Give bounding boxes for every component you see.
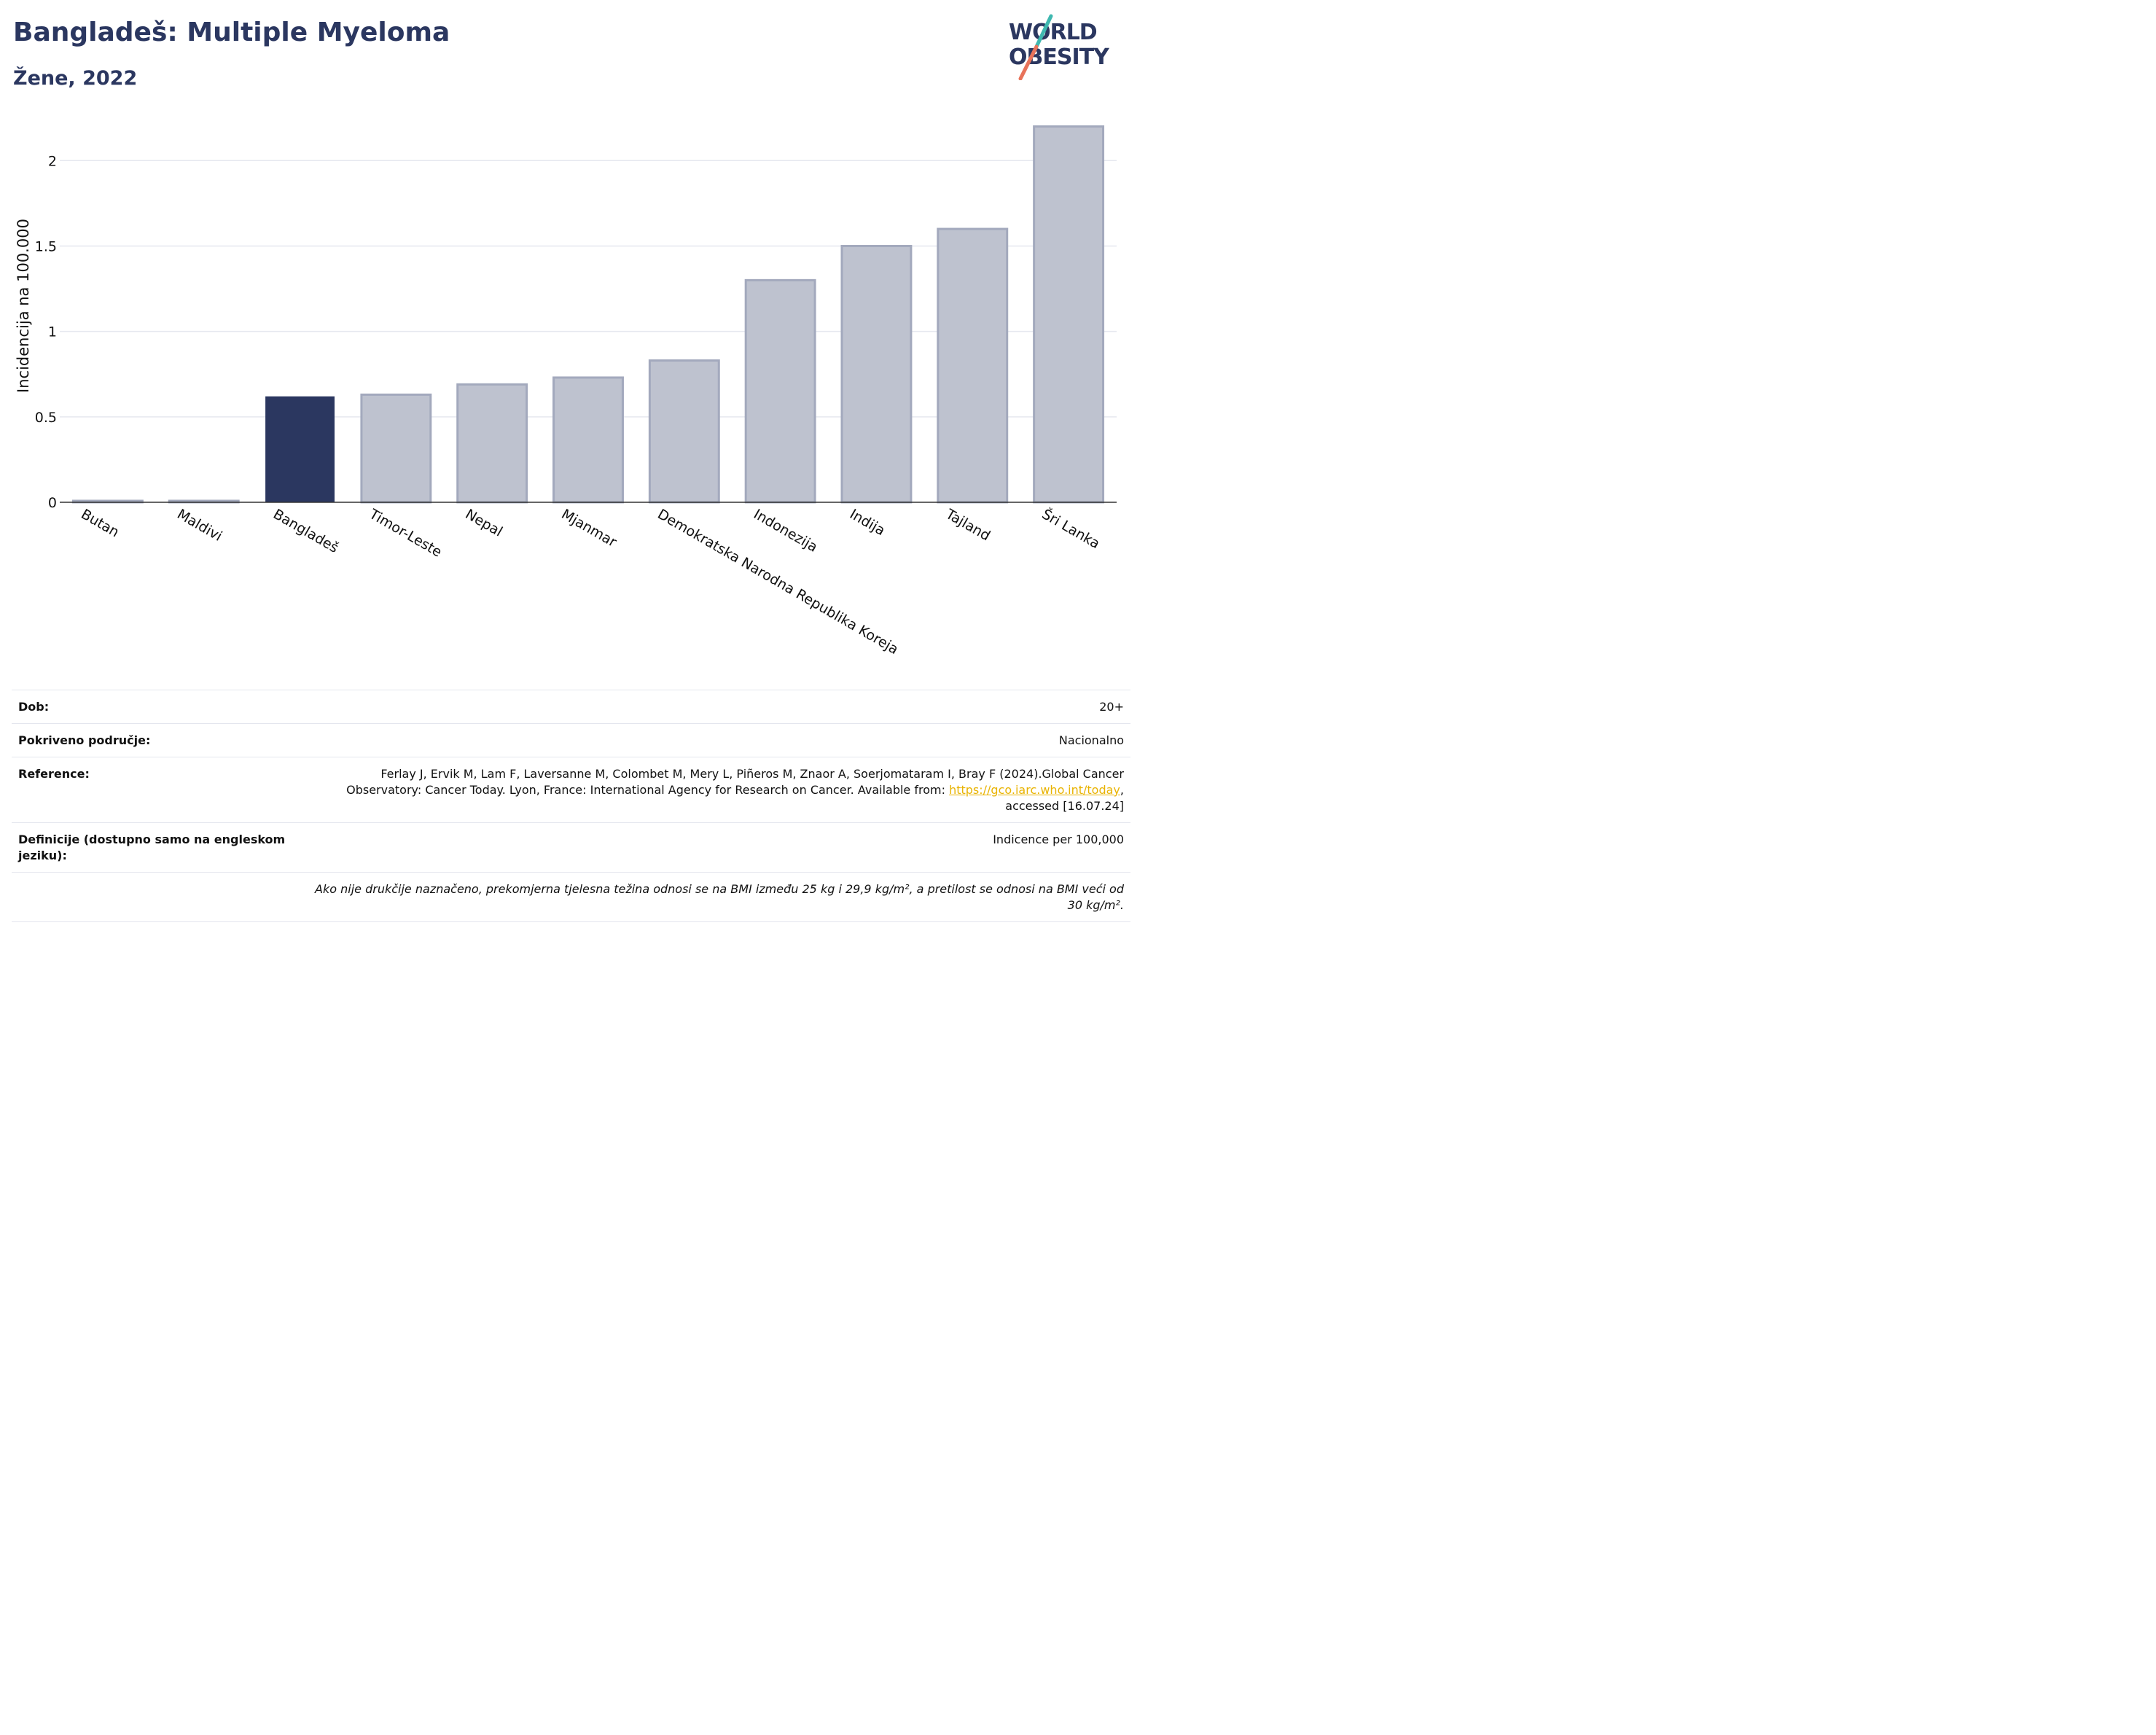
reference-suffix: , accessed [16.07.24]: [1005, 783, 1124, 813]
y-tick-label: 2: [48, 153, 57, 169]
x-tick-label: Butan: [78, 506, 122, 540]
bar-8: [840, 244, 913, 504]
reference-text: Ferlay J, Ervik M, Lam F, Laversanne M, …: [346, 767, 1124, 797]
bar-10: [1033, 125, 1105, 504]
page-title: Bangladeš: Multiple Myeloma: [13, 17, 450, 47]
y-tick-label: 1: [48, 324, 57, 340]
age-label: Dob:: [18, 700, 50, 714]
x-tick-label: Mjanmar: [559, 506, 620, 550]
bar-3: [360, 393, 432, 504]
bar-7: [744, 278, 816, 504]
bar-2: [265, 396, 335, 502]
coverage-label: Pokriveno područje:: [18, 733, 151, 747]
bar-4: [456, 383, 528, 504]
age-value: 20+: [1099, 700, 1124, 714]
world-obesity-logo: WORLD OBESITY: [1006, 13, 1133, 80]
x-tick-label: Tajland: [942, 506, 993, 545]
reference-link[interactable]: https://gco.iarc.who.int/today: [949, 783, 1120, 797]
x-tick-label: Maldivi: [174, 506, 224, 545]
bar-5: [552, 376, 624, 504]
y-axis-title: Incidencija na 100.000: [15, 219, 32, 393]
reference-label: Reference:: [18, 767, 90, 781]
y-tick-label: 0: [48, 495, 57, 511]
x-tick-label: Timor-Leste: [366, 506, 445, 561]
reference-value: Ferlay J, Ervik M, Lam F, Laversanne M, …: [315, 766, 1124, 814]
coverage-value: Nacionalno: [1058, 733, 1124, 747]
x-tick-label: Nepal: [463, 506, 506, 539]
definitions-value: Indicence per 100,000: [993, 833, 1124, 846]
info-table: Dob: 20+ Pokriveno područje: Nacionalno …: [12, 690, 1130, 922]
x-tick-label: Indija: [847, 506, 888, 539]
x-tick-label: Indonezija: [751, 506, 820, 555]
x-tick-label: Šri Lanka: [1039, 505, 1104, 553]
info-row-note: Ako nije drukčije naznačeno, prekomjerna…: [12, 872, 1130, 922]
bar-9: [937, 227, 1009, 504]
info-row-age: Dob: 20+: [12, 690, 1130, 723]
y-tick-label: 1.5: [35, 238, 57, 254]
logo-text-world: WORLD: [1009, 20, 1098, 45]
info-row-definitions: Definicije (dostupno samo na engleskom j…: [12, 822, 1130, 872]
info-row-reference: Reference: Ferlay J, Ervik M, Lam F, Lav…: [12, 757, 1130, 822]
bar-6: [648, 359, 720, 504]
info-row-coverage: Pokriveno područje: Nacionalno: [12, 723, 1130, 757]
logo-slash-icon: [1018, 14, 1053, 80]
definitions-label: Definicije (dostupno samo na engleskom j…: [18, 833, 286, 862]
bar-chart: 0 0.5 1 1.5 2 Incidencija na 100.000 Butan Mald…: [15, 125, 1117, 658]
page-subtitle: Žene, 2022: [13, 67, 138, 90]
x-tick-label: Bangladeš: [270, 506, 341, 556]
y-tick-label: 0.5: [35, 410, 57, 426]
bmi-note: Ako nije drukčije naznačeno, prekomjerna…: [315, 882, 1124, 912]
